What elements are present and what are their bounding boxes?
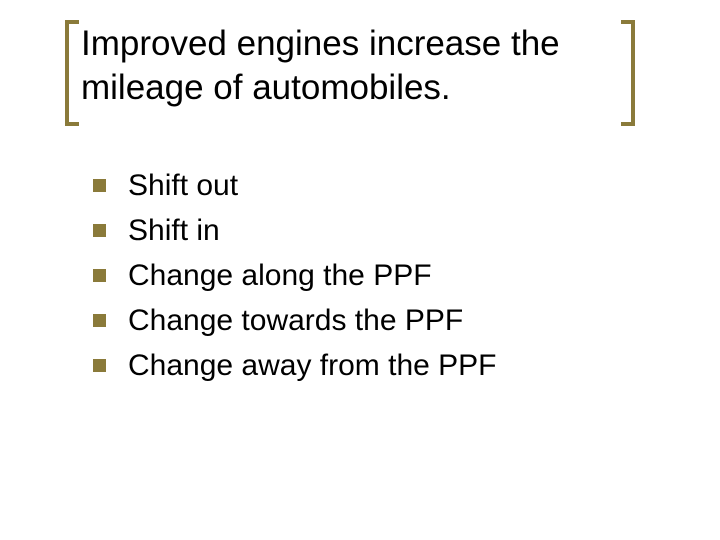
list-item: Shift in — [93, 211, 660, 250]
list-item: Change towards the PPF — [93, 301, 660, 340]
square-bullet-icon — [93, 179, 106, 192]
list-item: Change away from the PPF — [93, 346, 660, 385]
slide: Improved engines increase the mileage of… — [0, 0, 720, 540]
bullet-text: Change towards the PPF — [128, 301, 463, 340]
slide-title: Improved engines increase the mileage of… — [75, 20, 660, 116]
bracket-left-icon — [65, 20, 79, 126]
bullet-text: Shift in — [128, 211, 220, 250]
square-bullet-icon — [93, 269, 106, 282]
bullet-text: Change along the PPF — [128, 256, 432, 295]
bracket-right-icon — [621, 20, 635, 126]
square-bullet-icon — [93, 224, 106, 237]
bullet-list: Shift out Shift in Change along the PPF … — [75, 166, 660, 385]
bullet-text: Change away from the PPF — [128, 346, 497, 385]
square-bullet-icon — [93, 314, 106, 327]
list-item: Shift out — [93, 166, 660, 205]
title-block: Improved engines increase the mileage of… — [75, 20, 660, 116]
list-item: Change along the PPF — [93, 256, 660, 295]
square-bullet-icon — [93, 359, 106, 372]
bullet-text: Shift out — [128, 166, 238, 205]
